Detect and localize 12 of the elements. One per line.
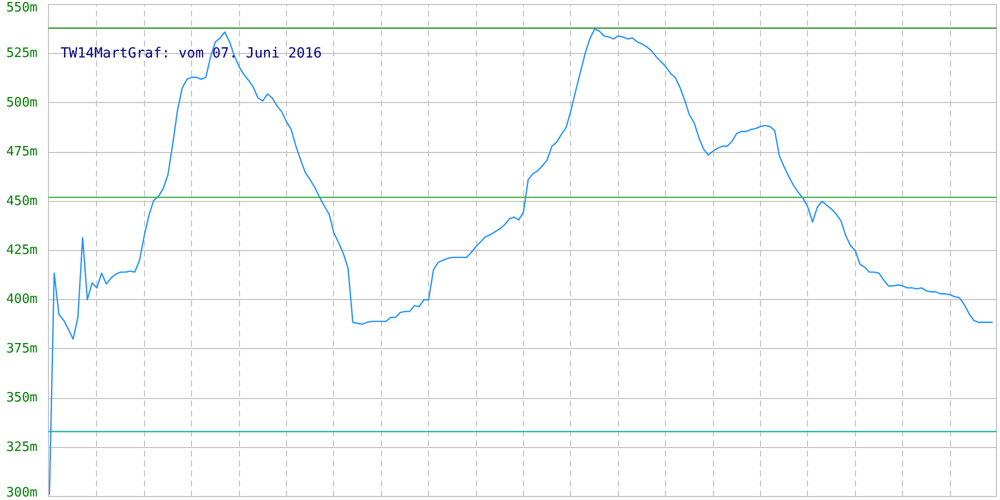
y-tick-label: 475m	[6, 144, 38, 160]
y-tick-label: 325m	[6, 440, 38, 455]
y-tick-label: 300m	[6, 486, 38, 500]
y-tick-label: 525m	[6, 46, 38, 62]
line-series	[48, 28, 994, 496]
y-tick-label: 550m	[6, 0, 38, 16]
y-tick-label: 425m	[6, 243, 38, 258]
y-tick-label: 500m	[6, 95, 38, 110]
y-tick-label: 375m	[6, 341, 38, 356]
y-tick-label: 450m	[6, 194, 38, 209]
y-tick-label: 350m	[6, 390, 38, 406]
y-tick-label: 400m	[6, 292, 38, 308]
